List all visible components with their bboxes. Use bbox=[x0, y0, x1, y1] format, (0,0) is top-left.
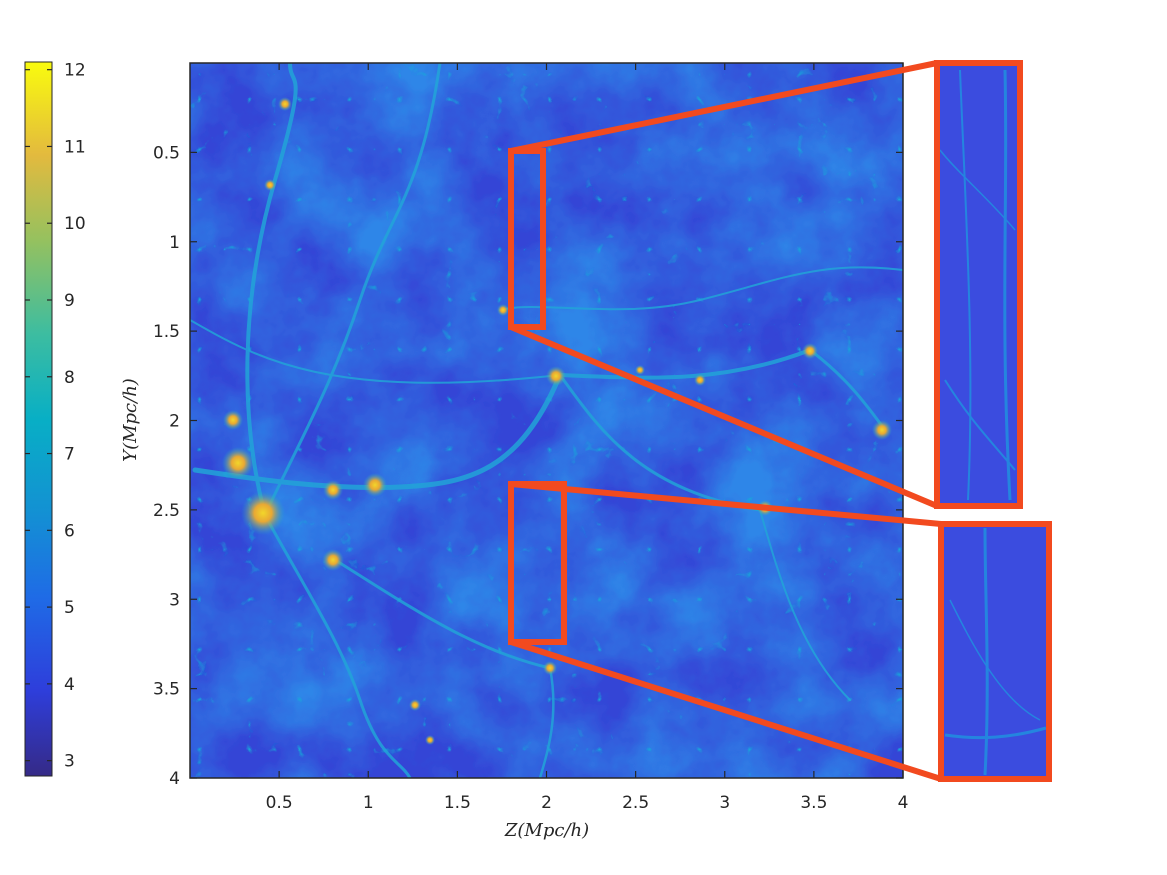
zoom-connector-2 bbox=[510, 481, 942, 527]
y-tick-label: 4 bbox=[169, 769, 180, 789]
colorbar-tick-label: 11 bbox=[64, 137, 86, 157]
y-tick-label: 3 bbox=[169, 590, 180, 610]
zoom-source-box-1 bbox=[508, 148, 546, 330]
x-axis-ticks: 0.5 1 1.5 2 2.5 3 3.5 4 bbox=[266, 63, 909, 813]
y-tick-label: 0.5 bbox=[153, 143, 180, 163]
zoom-connector-2b bbox=[510, 639, 942, 782]
x-tick-label: 4 bbox=[898, 793, 909, 813]
colorbar-tick-label: 5 bbox=[64, 598, 75, 618]
colorbar-tick-label: 7 bbox=[64, 445, 75, 465]
zoom-region-2 bbox=[508, 481, 1052, 782]
colorbar-ticks: 3 4 5 6 7 8 9 10 11 12 bbox=[25, 61, 86, 772]
x-axis-label: Z(Mpc/h) bbox=[504, 820, 589, 841]
x-tick-label: 1.5 bbox=[444, 793, 471, 813]
y-tick-label: 1 bbox=[169, 233, 180, 253]
y-tick-label: 2 bbox=[169, 412, 180, 432]
x-tick-label: 0.5 bbox=[266, 793, 293, 813]
colorbar-tick-label: 10 bbox=[64, 214, 86, 234]
colorbar-tick-label: 12 bbox=[64, 61, 86, 81]
colorbar-tick-label: 9 bbox=[64, 291, 75, 311]
y-tick-label: 2.5 bbox=[153, 501, 180, 521]
zoom-panel-frame-1 bbox=[934, 60, 1023, 509]
x-tick-label: 2 bbox=[541, 793, 552, 813]
x-tick-label: 2.5 bbox=[622, 793, 649, 813]
colorbar-gradient bbox=[24, 61, 53, 777]
zoom-region-1 bbox=[508, 60, 1023, 509]
colorbar-tick-label: 3 bbox=[64, 752, 75, 772]
zoom-connector-1b bbox=[509, 324, 939, 509]
colorbar-tick-label: 4 bbox=[64, 675, 75, 695]
x-tick-label: 3 bbox=[719, 793, 730, 813]
zoom-panel-frame-2 bbox=[938, 521, 1052, 782]
y-axis-label: Y(Mpc/h) bbox=[120, 378, 141, 462]
x-tick-label: 3.5 bbox=[800, 793, 827, 813]
y-tick-label: 1.5 bbox=[153, 322, 180, 342]
y-tick-label: 3.5 bbox=[153, 680, 180, 700]
x-tick-label: 1 bbox=[363, 793, 374, 813]
zoom-panel-2 bbox=[941, 524, 1049, 779]
zoom-connector-1 bbox=[510, 60, 938, 154]
colorbar: 3 4 5 6 7 8 9 10 11 12 bbox=[24, 61, 86, 777]
colorbar-tick-label: 6 bbox=[64, 521, 75, 541]
y-axis-ticks: 0.5 1 1.5 2 2.5 3 3.5 4 bbox=[153, 143, 903, 789]
density-image bbox=[190, 63, 903, 778]
colorbar-tick-label: 8 bbox=[64, 368, 75, 388]
